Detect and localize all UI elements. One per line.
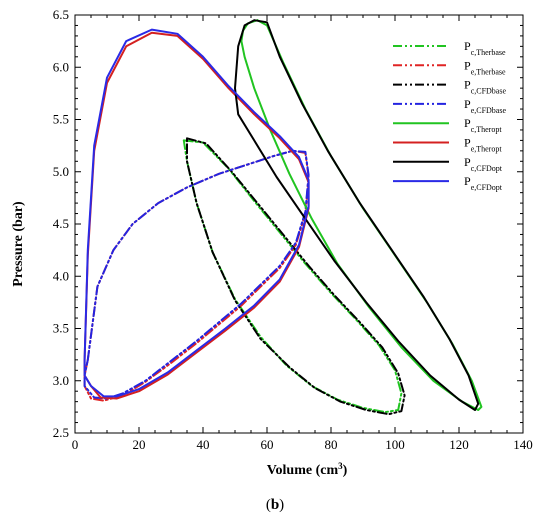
y-tick-label: 4.5 <box>53 216 69 231</box>
legend-label: Pe,Theropt <box>464 136 502 154</box>
y-tick-label: 3.0 <box>53 373 69 388</box>
plot-frame <box>74 14 524 434</box>
x-tick-label: 100 <box>385 437 405 452</box>
y-tick-label: 3.5 <box>53 321 69 336</box>
y-tick-label: 6.0 <box>53 59 69 74</box>
y-tick-label: 4.0 <box>53 268 69 283</box>
legend-label: Pe,CFDbase <box>464 97 506 115</box>
x-tick-label: 120 <box>449 437 469 452</box>
series-line-ecfdopt <box>83 28 310 398</box>
x-tick-label: 140 <box>513 437 533 452</box>
x-tick-label: 20 <box>133 437 146 452</box>
x-axis-title: Volume (cm3) <box>267 461 348 478</box>
legend-label: Pe,CFDopt <box>464 174 503 192</box>
y-tick-label: 5.0 <box>53 164 69 179</box>
series-line-ccfdopt <box>234 19 480 411</box>
series-line-ccfdbase <box>186 137 406 416</box>
legend-label: Pc,CFDopt <box>464 155 503 173</box>
series-layer <box>83 19 483 416</box>
x-tick-label: 0 <box>72 437 79 452</box>
x-tick-label: 60 <box>261 437 274 452</box>
x-tick-label: 40 <box>197 437 210 452</box>
y-axis-title: Pressure (bar) <box>11 201 26 287</box>
plot-layer <box>74 14 524 434</box>
y-tick-label: 5.5 <box>53 112 69 127</box>
legend-label: Pc,Therbase <box>464 39 506 57</box>
legend-label: Pc,CFDbase <box>464 78 506 96</box>
legend-label: Pc,Theropt <box>464 116 502 134</box>
y-tick-label: 2.5 <box>53 425 69 440</box>
axes-layer: 0 20 40 60 80 100 120 140 2.5 3.0 3.5 4.0 4.5 5.0 5.5 6… <box>53 7 533 452</box>
legend-label: Pe,Therbase <box>464 58 506 76</box>
y-tick-label: 6.5 <box>53 7 69 22</box>
figure-caption: (b) <box>266 497 284 513</box>
x-tick-label: 80 <box>325 437 338 452</box>
